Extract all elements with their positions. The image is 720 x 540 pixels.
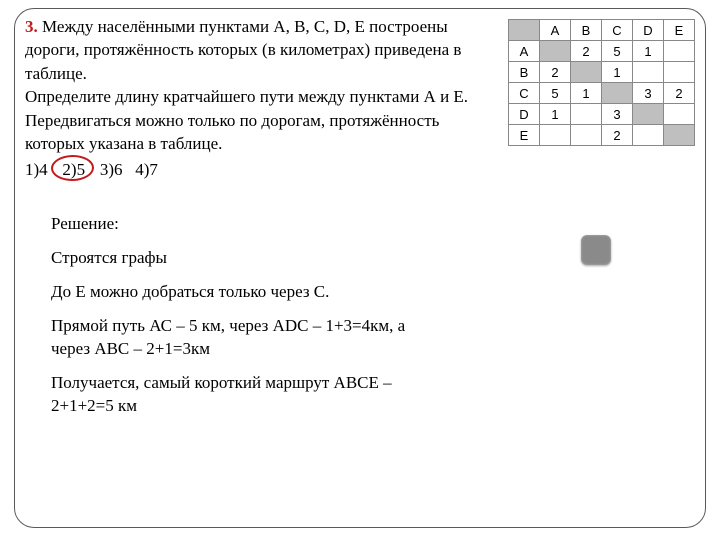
table-cell: 1 [633,41,664,62]
table-cell [571,104,602,125]
table-row-label: A [509,41,540,62]
table-row: A 2 5 1 [509,41,695,62]
table-col-E: E [664,20,695,41]
table-cell [664,62,695,83]
table-cell [633,104,664,125]
table-col-A: A [540,20,571,41]
table-cell [571,125,602,146]
table-cell [633,62,664,83]
problem-block: 3. Между населёнными пунктами А, B, C, D… [25,15,503,181]
table-col-D: D [633,20,664,41]
table-cell [602,83,633,104]
table-cell: 5 [602,41,633,62]
problem-number: 3. [25,17,38,36]
nav-button-icon[interactable] [581,235,611,265]
table-cell [664,41,695,62]
solution-heading: Решение: [51,213,431,236]
table-header-row: A B C D E [509,20,695,41]
answer-3: 3)6 [100,160,123,179]
table-cell: 3 [602,104,633,125]
table-col-C: C [602,20,633,41]
content-card: 3. Между населёнными пунктами А, B, C, D… [14,8,706,528]
table-cell: 5 [540,83,571,104]
table-cell: 1 [602,62,633,83]
solution-block: Решение: Строятся графы До Е можно добра… [51,213,431,429]
table-cell: 1 [571,83,602,104]
table-cell: 2 [602,125,633,146]
table-cell [664,104,695,125]
table-cell [571,62,602,83]
table-cell: 3 [633,83,664,104]
table-cell [633,125,664,146]
table-corner [509,20,540,41]
problem-text-1: Между населёнными пунктами А, B, C, D, E… [25,17,461,83]
table-cell: 1 [540,104,571,125]
solution-line: До Е можно добраться только через С. [51,281,431,304]
table-cell [540,41,571,62]
table-cell: 2 [540,62,571,83]
answer-1: 1)4 [25,160,48,179]
table-cell [540,125,571,146]
table-row: E 2 [509,125,695,146]
solution-line: Получается, самый короткий маршрут АВСЕ … [51,372,431,418]
answer-2-circled: 2)5 [60,158,87,181]
table-cell: 2 [571,41,602,62]
table-row: D 1 3 [509,104,695,125]
table-row-label: E [509,125,540,146]
answer-4: 4)7 [135,160,158,179]
table-row-label: B [509,62,540,83]
table-row-label: D [509,104,540,125]
table-row: B 2 1 [509,62,695,83]
table-row: C 5 1 3 2 [509,83,695,104]
table-row-label: C [509,83,540,104]
table-cell [664,125,695,146]
solution-line: Строятся графы [51,247,431,270]
table-col-B: B [571,20,602,41]
answer-options: 1)4 2)5 3)6 4)7 [25,158,503,181]
problem-text-2: Определите длину кратчайшего пути между … [25,87,468,153]
solution-line: Прямой путь АС – 5 км, через АDС – 1+3=4… [51,315,431,361]
adjacency-table: A B C D E A 2 5 1 B 2 1 C 5 1 3 [508,19,695,146]
table-cell: 2 [664,83,695,104]
